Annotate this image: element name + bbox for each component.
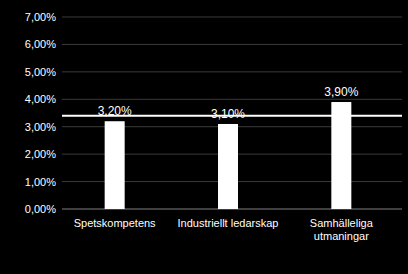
grid-line [62,71,402,72]
bar [218,124,238,209]
bar [331,102,351,209]
bar [105,121,125,209]
data-label: 3,10% [211,107,245,121]
chart: 0,00% 1,00% 2,00% 3,00% 4,00% 5,00% 6,00% 7,00%… [0,0,408,274]
y-tick-label: 4,00% [25,93,56,105]
data-label: 3,20% [98,104,132,118]
x-tick-label-line: Samhälleliga [310,217,374,229]
y-tick-label: 5,00% [25,66,56,78]
x-tick-label: Samhälleligautmaningar [310,217,374,242]
data-label: 3,90% [324,85,358,99]
bars [62,102,402,209]
y-tick-label: 3,00% [25,121,56,133]
y-tick-label: 2,00% [25,148,56,160]
x-tick-label: Industriellt ledarskap [178,217,279,229]
y-tick-label: 6,00% [25,38,56,50]
x-tick-label-line: utmaningar [314,230,369,242]
grid-line [62,44,402,45]
grid-line [62,17,402,18]
x-tick-label: Spetskompetens [74,217,156,229]
y-tick-label: 1,00% [25,176,56,188]
y-tick-label: 0,00% [25,203,56,215]
y-tick-label: 7,00% [25,11,56,23]
